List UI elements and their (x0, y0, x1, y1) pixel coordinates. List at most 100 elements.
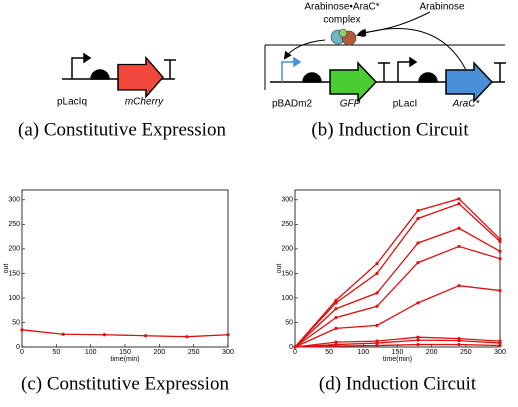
complex-label: complex (323, 15, 360, 26)
data-point (20, 328, 24, 332)
series-line (294, 336, 501, 348)
y-tick-label: 0 (16, 344, 20, 351)
data-point (416, 241, 420, 245)
x-axis-label: time(min) (110, 356, 139, 363)
complex-label: Arabinose•AraC* (304, 2, 379, 13)
caption: (d) Induction Circuit (319, 373, 477, 394)
x-tick-label: 300 (494, 349, 506, 356)
data-point (457, 342, 461, 347)
y-axis-label: out (3, 264, 10, 274)
data-point (416, 301, 420, 305)
x-tick-label: 100 (357, 349, 369, 356)
data-point (416, 338, 420, 342)
series-line (294, 245, 501, 348)
gene-label: GFP (340, 99, 361, 110)
y-tick-label: 200 (281, 246, 293, 253)
promoter-label: pLacIq (57, 97, 87, 108)
plot-frame (21, 189, 229, 348)
series-line (21, 329, 229, 338)
promoter-label: pBADm2 (272, 99, 312, 110)
data-point (498, 257, 502, 261)
data-point (375, 343, 379, 348)
diagram-b (264, 11, 506, 103)
y-tick-label: 200 (8, 246, 20, 253)
data-point (334, 298, 338, 302)
data-point (375, 323, 379, 328)
diagram-a (62, 52, 176, 99)
caption: (a) Constitutive Expression (18, 119, 226, 140)
data-point (457, 244, 461, 249)
data-point (498, 343, 502, 348)
caption: (c) Constitutive Expression (21, 373, 229, 394)
x-tick-label: 100 (85, 349, 97, 356)
y-tick-label: 150 (281, 270, 293, 277)
series-line (294, 198, 501, 348)
data-point (416, 209, 420, 213)
data-point (498, 288, 502, 293)
data-point (334, 326, 338, 330)
x-tick-label: 300 (222, 349, 234, 356)
data-point (416, 216, 420, 221)
y-tick-label: 100 (8, 295, 20, 302)
y-tick-label: 300 (8, 197, 20, 204)
inducer-label: Arabinose (419, 2, 464, 13)
data-point (416, 342, 420, 347)
y-tick-label: 50 (285, 319, 293, 326)
series-line (294, 227, 501, 348)
data-point (334, 315, 338, 320)
data-point (457, 226, 461, 230)
promoter-label: pLacI (393, 99, 417, 110)
data-point (144, 334, 148, 338)
y-tick-label: 250 (281, 221, 293, 228)
data-point (416, 335, 420, 339)
x-tick-label: 0 (293, 349, 297, 356)
x-tick-label: 150 (119, 349, 131, 356)
x-tick-label: 50 (325, 349, 333, 356)
y-axis-label: out (276, 264, 283, 274)
y-tick-label: 150 (8, 270, 20, 277)
x-tick-label: 50 (52, 349, 60, 356)
data-point (185, 335, 189, 339)
y-tick-label: 50 (12, 319, 20, 326)
data-point (375, 304, 379, 308)
series-line (294, 202, 501, 348)
x-tick-label: 0 (20, 349, 24, 356)
data-point (61, 332, 65, 336)
y-tick-label: 0 (289, 344, 293, 351)
data-point (102, 333, 106, 337)
data-point (498, 237, 502, 241)
x-tick-label: 150 (392, 349, 404, 356)
data-point (457, 339, 461, 343)
y-tick-label: 300 (281, 197, 293, 204)
data-point (226, 333, 230, 337)
data-point (498, 341, 502, 345)
data-point (498, 239, 502, 244)
data-point (498, 249, 502, 253)
data-point (457, 197, 461, 201)
series-line (294, 285, 501, 348)
data-point (375, 291, 379, 295)
y-tick-label: 250 (8, 221, 20, 228)
x-tick-label: 200 (426, 349, 438, 356)
data-point (334, 344, 338, 348)
x-tick-label: 250 (188, 349, 200, 356)
data-point (416, 261, 420, 265)
data-point (334, 307, 338, 311)
y-tick-label: 100 (281, 295, 293, 302)
data-point (375, 341, 379, 345)
data-point (334, 301, 338, 305)
gene-label: AraC* (452, 99, 481, 110)
caption: (b) Induction Circuit (311, 119, 469, 140)
data-point (457, 284, 461, 288)
gene-label: mCherry (125, 97, 164, 108)
data-point (334, 340, 338, 344)
series-line (294, 343, 501, 348)
data-point (375, 261, 379, 266)
data-point (457, 202, 461, 206)
x-axis-label: time(min) (383, 356, 412, 363)
data-point (293, 345, 297, 349)
data-point (375, 271, 379, 276)
series-line (294, 339, 501, 348)
x-tick-label: 250 (460, 349, 472, 356)
